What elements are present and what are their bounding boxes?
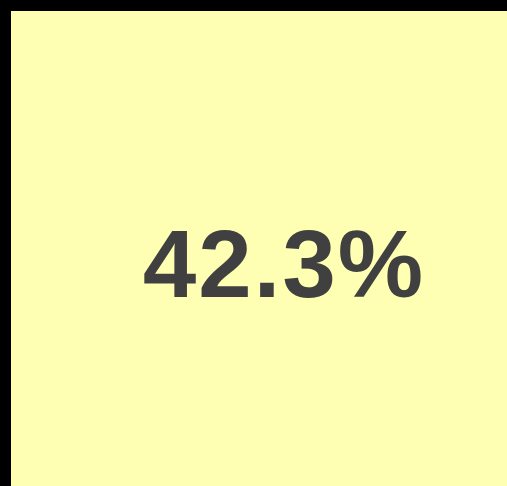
tile-value: 42.3% — [143, 211, 425, 318]
tile — [11, 11, 507, 486]
